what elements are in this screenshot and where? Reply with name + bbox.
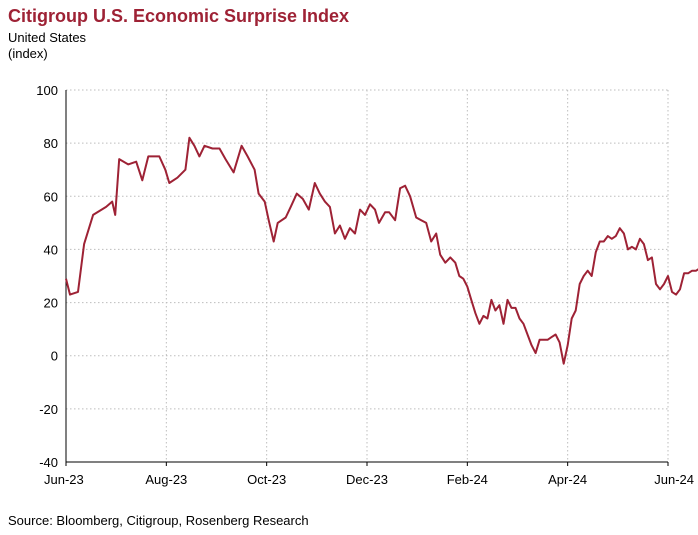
chart-title: Citigroup U.S. Economic Surprise Index [8,6,350,26]
x-tick-label: Jun-23 [44,472,84,487]
y-tick-label: -20 [39,402,58,417]
x-axis: Jun-23 Aug-23 Oct-23 Dec-23 Feb-24 Apr-24 Jun-… [44,461,694,487]
y-tick-label: 60 [44,189,58,204]
y-tick-label: 20 [44,296,58,311]
subtitle-unit: (index) [8,46,48,61]
series-line [65,136,698,365]
series-group [65,136,698,365]
y-tick-label: -40 [39,455,58,470]
y-tick-label: 40 [44,242,58,257]
source-note: Source: Bloomberg, Citigroup, Rosenberg … [8,513,309,528]
y-tick-label: 100 [36,83,58,98]
chart-subtitle: United States (index) [8,30,86,62]
x-tick-label: Apr-24 [548,472,587,487]
x-tick-label: Oct-23 [247,472,286,487]
y-axis: 100 80 60 40 20 0 -20 -40 [36,83,67,470]
x-tick-label: Aug-23 [145,472,187,487]
y-tick-label: 80 [44,136,58,151]
y-tick-label: 0 [51,349,58,364]
x-tick-label: Feb-24 [447,472,488,487]
x-tick-label: Jun-24 [654,472,694,487]
x-tick-label: Dec-23 [346,472,388,487]
subtitle-region: United States [8,30,87,45]
gridlines [66,89,669,462]
